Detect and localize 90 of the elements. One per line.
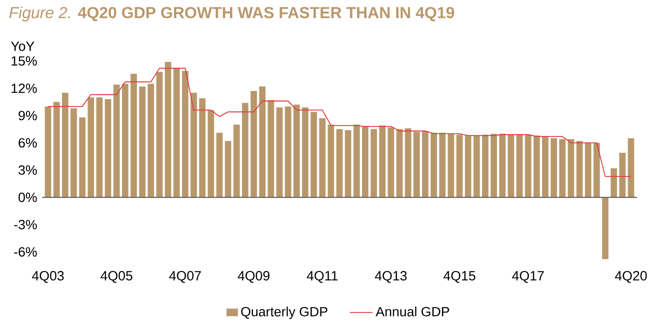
bar [173, 68, 180, 198]
bar [276, 107, 283, 198]
bar [422, 130, 428, 198]
bar [594, 142, 600, 198]
bar [396, 129, 403, 198]
y-tick-label: 6% [18, 138, 37, 148]
bar [464, 136, 472, 198]
bar [584, 142, 592, 198]
bar [550, 138, 557, 198]
y-tick-label: -6% [14, 247, 37, 257]
bar [628, 138, 634, 198]
bar [250, 90, 257, 198]
bar [602, 197, 608, 260]
bar [216, 132, 223, 198]
x-tick-label: 4Q11 [306, 271, 338, 283]
bar [576, 140, 583, 198]
bar [104, 99, 112, 198]
bar [113, 84, 120, 198]
legend-label: Quarterly GDP [241, 306, 328, 320]
y-tick-label: -3% [14, 220, 37, 230]
x-tick-label: 4Q07 [169, 271, 201, 283]
bar [199, 98, 206, 198]
bar [259, 86, 266, 198]
bar [559, 139, 566, 198]
bar [302, 107, 308, 198]
bar [534, 136, 540, 198]
bar [139, 86, 146, 198]
bar [208, 110, 214, 198]
bar [439, 132, 446, 198]
bar [182, 70, 188, 198]
bar [388, 127, 394, 198]
bar [362, 126, 368, 198]
bar [619, 152, 626, 198]
chart-title: Figure 2. 4Q20 GDP GROWTH WAS FASTER THAN IN 4Q19 [9, 6, 454, 22]
bar [310, 112, 317, 198]
bar [44, 106, 52, 198]
bar [224, 140, 232, 198]
bar [122, 84, 128, 198]
bar [404, 128, 412, 198]
y-axis-title: YoY [10, 42, 34, 51]
bar [293, 104, 300, 198]
y-tick-label: 9% [18, 110, 37, 120]
bar [430, 132, 437, 198]
bar [413, 132, 420, 198]
bar [319, 118, 326, 198]
bar [610, 168, 618, 198]
bar [379, 126, 386, 198]
bar [242, 102, 248, 198]
bar [516, 134, 523, 198]
bar [156, 72, 163, 198]
x-tick-label: 4Q09 [238, 271, 270, 283]
bar [508, 134, 514, 198]
bar [53, 102, 60, 198]
bar [328, 124, 334, 198]
bar [130, 74, 137, 198]
bar [233, 124, 240, 198]
bar [524, 134, 532, 198]
bar [353, 124, 360, 198]
y-tick-label: 3% [18, 165, 37, 175]
x-tick-label: 4Q15 [444, 271, 476, 283]
legend-label: Annual GDP [376, 306, 450, 316]
y-tick-label: 12% [12, 84, 37, 93]
bar [456, 134, 463, 198]
bar [88, 97, 94, 198]
x-tick-label: 4Q05 [100, 271, 132, 283]
bar [344, 130, 352, 198]
x-tick-label: 4Q17 [512, 271, 544, 283]
x-tick-label: 4Q13 [374, 271, 407, 283]
bar [482, 134, 488, 198]
bar [190, 92, 197, 198]
bar [568, 139, 574, 198]
bar [336, 129, 343, 198]
bar [284, 106, 292, 198]
bar [268, 100, 274, 198]
bar [164, 62, 172, 198]
bar [62, 92, 68, 198]
bar [70, 108, 77, 198]
bar [448, 134, 454, 198]
bar [542, 136, 548, 198]
bar [490, 134, 497, 198]
y-tick-label: 0% [18, 192, 37, 202]
x-tick-label: 4Q03 [32, 271, 64, 283]
bar [148, 84, 154, 198]
y-tick-label: 15% [12, 56, 37, 66]
x-tick-label: 4Q20 [614, 271, 647, 283]
bar [79, 117, 86, 198]
bar [96, 97, 103, 198]
bar [370, 129, 377, 198]
bar [473, 136, 480, 198]
bar [499, 134, 506, 198]
